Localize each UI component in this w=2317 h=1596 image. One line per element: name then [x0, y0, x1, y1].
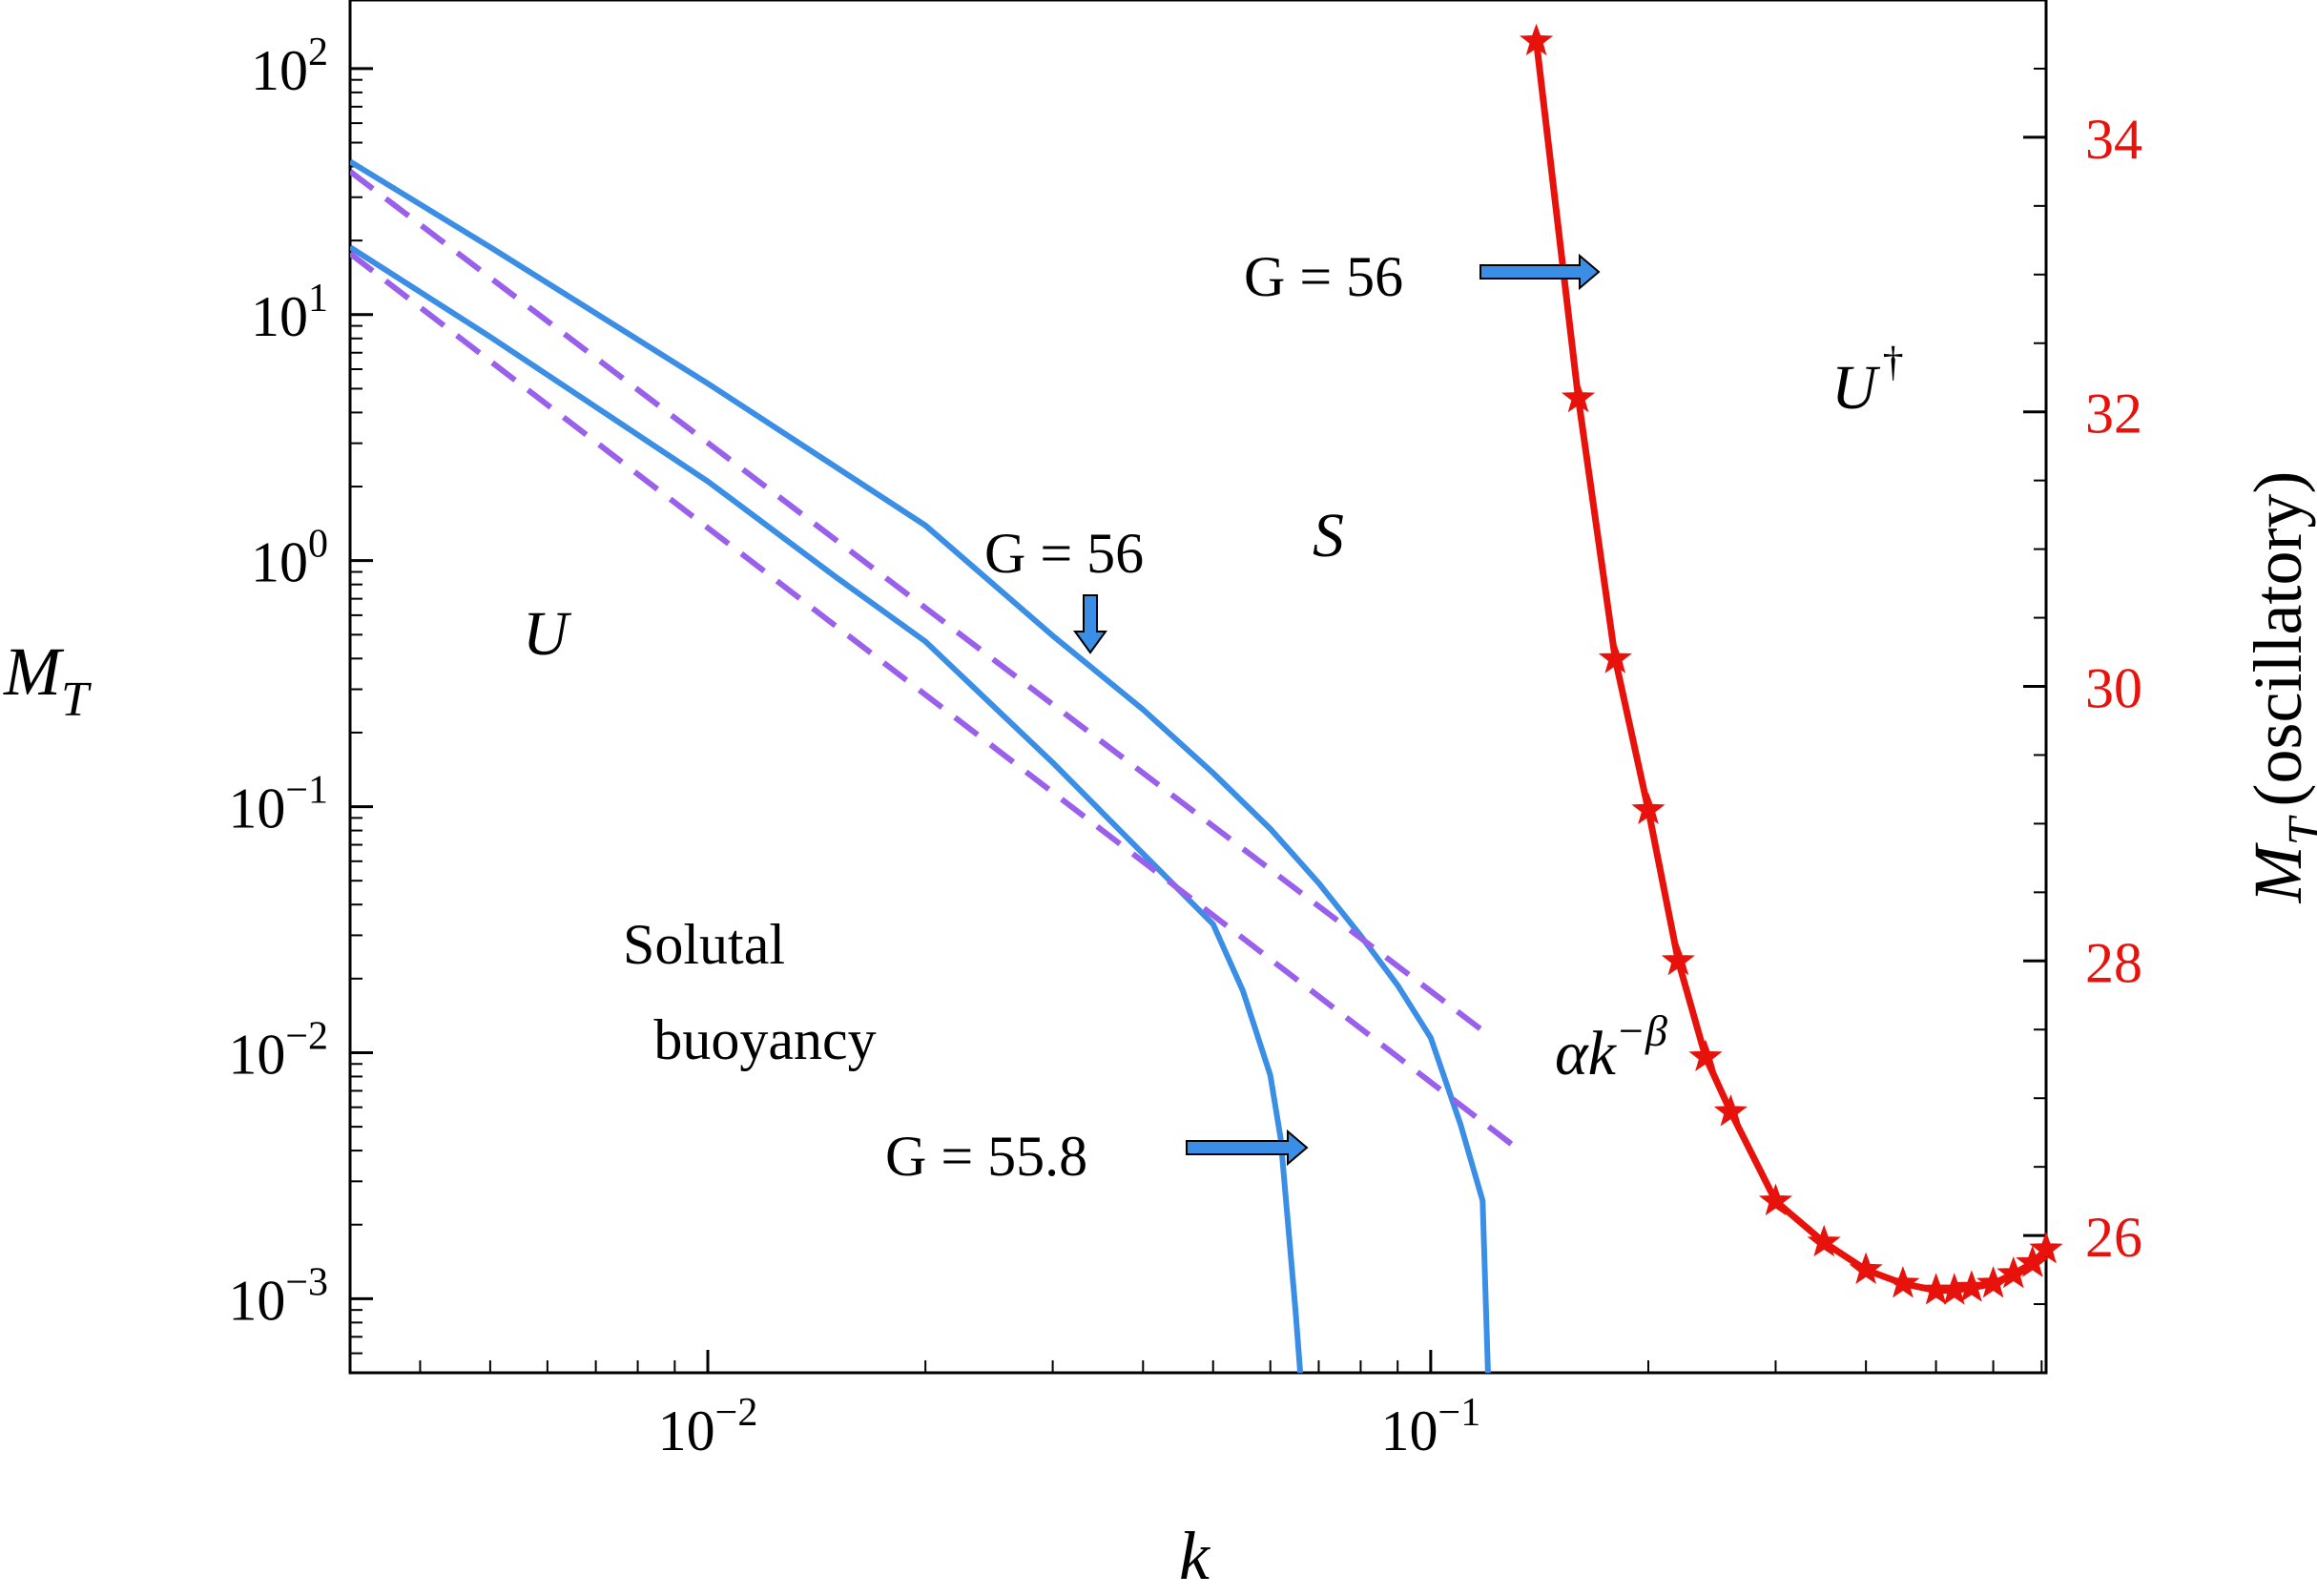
- y2-axis-title-sub: T: [2279, 815, 2317, 845]
- y-tick-label: 10−2: [228, 1014, 328, 1086]
- y2-tick-label: 30: [2085, 657, 2142, 720]
- solutal-label-line1: Solutal: [623, 913, 785, 976]
- x-tick-label: 10−2: [658, 1391, 758, 1462]
- star-marker: [1849, 1252, 1883, 1284]
- g56-mid-label: G = 56: [984, 522, 1144, 585]
- power-law-label: αk−β: [1555, 1006, 1667, 1088]
- x-axis-ticks: 10−2 10−1: [419, 1350, 2043, 1462]
- series-line: [350, 244, 1304, 1373]
- y-tick-label: 10−3: [228, 1260, 328, 1332]
- y2-tick-label: 26: [2085, 1206, 2142, 1269]
- y-axis-title-sub: T: [61, 673, 92, 727]
- arrow-g56-top: [1479, 253, 1601, 291]
- y-tick-label: 100: [251, 523, 328, 594]
- star-marker: [1519, 23, 1554, 56]
- y-axis-ticks: 10−3 10−2 10−1 100 101 102: [228, 31, 373, 1374]
- y2-tick-label: 34: [2085, 108, 2142, 171]
- star-marker: [1598, 641, 1632, 674]
- marker-group: [1519, 23, 2063, 1305]
- arrow-g558: [1186, 1129, 1309, 1167]
- series-group: [350, 40, 2046, 1373]
- star-marker: [1713, 1094, 1748, 1127]
- y-axis-title-main: M: [3, 633, 65, 710]
- x-axis-title: k: [1179, 1518, 1211, 1594]
- region-label-s: S: [1313, 501, 1344, 570]
- y-axis-title: MT: [3, 633, 92, 727]
- x-tick-label: 10−1: [1381, 1391, 1481, 1462]
- star-marker: [1807, 1224, 1841, 1257]
- y2-axis-title-main: M: [2240, 841, 2316, 903]
- g558-label: G = 55.8: [885, 1125, 1087, 1188]
- y-tick-label: 102: [251, 31, 328, 102]
- y2-axis-title-suffix: (oscillatory): [2240, 471, 2316, 807]
- arrow-g56-mid: [1073, 594, 1107, 654]
- star-marker: [1562, 380, 1596, 413]
- solutal-label-line2: buoyancy: [653, 1008, 876, 1071]
- y2-axis-title: MT (oscillatory): [2240, 471, 2317, 904]
- plot-frame: [348, 0, 2048, 1375]
- region-label-dagger: †: [1883, 339, 1904, 385]
- series-line: [350, 169, 1485, 1033]
- y-tick-label: 101: [251, 277, 328, 348]
- region-label-u: U: [523, 599, 572, 669]
- y-tick-label: 10−1: [228, 769, 328, 840]
- star-marker: [1688, 1039, 1723, 1071]
- star-marker: [1631, 792, 1665, 824]
- star-marker: [1758, 1183, 1792, 1216]
- star-marker: [1976, 1266, 2011, 1298]
- region-label-udagger: U †: [1831, 339, 1904, 423]
- star-marker: [1661, 943, 1695, 976]
- star-marker: [2016, 1245, 2050, 1277]
- y2-tick-label: 32: [2085, 383, 2142, 446]
- region-label-udagger-main: U: [1831, 353, 1881, 423]
- star-marker: [1886, 1266, 1920, 1298]
- y2-tick-label: 28: [2085, 931, 2142, 994]
- y2-axis-ticks: 26 28 30 32 34: [2023, 0, 2142, 1374]
- series-line: [350, 158, 1491, 1373]
- power-law-exponent: −β: [1616, 1006, 1667, 1055]
- g56-top-label: G = 56: [1244, 245, 1403, 308]
- power-law-base: αk: [1555, 1019, 1618, 1088]
- series-line: [350, 251, 1516, 1148]
- star-marker: [2029, 1232, 2063, 1264]
